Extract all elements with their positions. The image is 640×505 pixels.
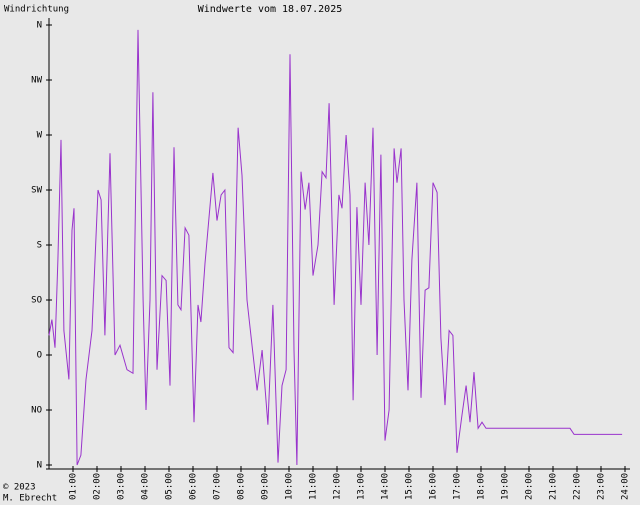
x-tick-label: 14:00 [381, 473, 391, 500]
y-tick-label: S [37, 241, 42, 251]
x-tick-label: 10:00 [285, 473, 295, 500]
footer: M. Ebrecht [3, 494, 57, 504]
x-tick-label: 12:00 [333, 473, 343, 500]
x-tick-label: 19:00 [501, 473, 511, 500]
x-tick-label: 13:00 [357, 473, 367, 500]
x-tick-label: 16:00 [429, 473, 439, 500]
x-tick-label: 20:00 [525, 473, 535, 500]
x-tick-label: 11:00 [309, 473, 319, 500]
y-tick-label: NW [31, 76, 42, 86]
y-tick-label: O [37, 351, 42, 361]
x-tick-label: 24:00 [621, 473, 631, 500]
y-tick-label: SW [31, 186, 42, 196]
y-tick-label: N [37, 21, 42, 31]
y-tick-label: W [37, 131, 43, 141]
chart-title: Windwerte vom 18.07.2025 [198, 4, 343, 15]
y-tick-label: N [37, 461, 42, 471]
x-tick-label: 07:00 [213, 473, 223, 500]
x-tick-label: 23:00 [597, 473, 607, 500]
footer: © 2023 [3, 483, 36, 493]
y-axis-label: Windrichtung [4, 5, 69, 15]
wind-line [48, 29, 623, 466]
x-tick-label: 18:00 [477, 473, 487, 500]
x-tick-label: 22:00 [573, 473, 583, 500]
x-tick-label: 08:00 [237, 473, 247, 500]
x-tick-label: 17:00 [453, 473, 463, 500]
x-tick-label: 05:00 [165, 473, 175, 500]
y-tick-label: NO [31, 406, 42, 416]
x-tick-label: 06:00 [189, 473, 199, 500]
x-tick-label: 01:00 [69, 473, 79, 500]
x-tick-label: 09:00 [261, 473, 271, 500]
x-tick-label: 02:00 [93, 473, 103, 500]
x-tick-label: 21:00 [549, 473, 559, 500]
x-tick-label: 03:00 [117, 473, 127, 500]
x-tick-label: 15:00 [405, 473, 415, 500]
y-tick-label: SO [31, 296, 42, 306]
x-tick-label: 04:00 [141, 473, 151, 500]
